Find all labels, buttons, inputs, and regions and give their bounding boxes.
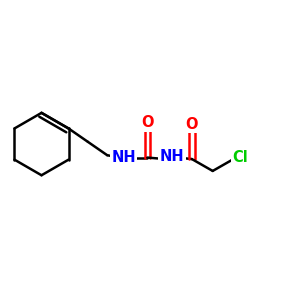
Text: NH: NH <box>160 149 184 164</box>
Text: Cl: Cl <box>232 150 248 165</box>
Text: O: O <box>186 117 198 132</box>
Text: O: O <box>141 115 154 130</box>
Text: NH: NH <box>111 150 136 165</box>
